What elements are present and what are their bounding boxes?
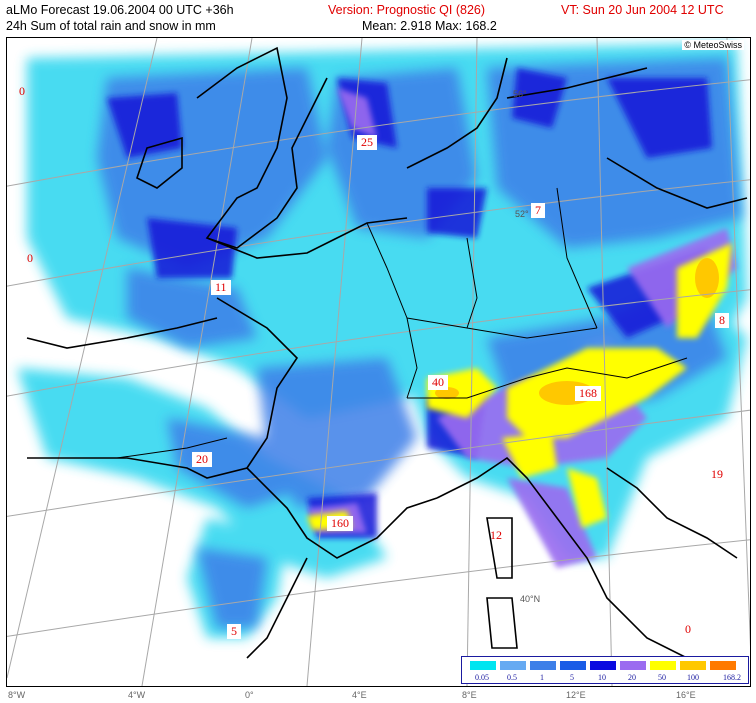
longitude-label: 0° — [245, 690, 254, 700]
value-label: 8 — [715, 313, 729, 328]
longitude-label: 4°E — [352, 690, 367, 700]
legend-label: 20 — [628, 673, 636, 682]
value-label: 25 — [357, 135, 377, 150]
map-canvas — [7, 38, 750, 686]
value-label: 0 — [19, 84, 25, 98]
value-label: 19 — [711, 467, 723, 481]
longitude-label: 12°E — [566, 690, 586, 700]
legend-swatch — [530, 661, 556, 670]
value-label: 5 — [227, 624, 241, 639]
legend-swatch — [560, 661, 586, 670]
value-label: 0 — [27, 251, 33, 265]
legend-label: 1 — [540, 673, 544, 682]
graticule — [7, 38, 750, 686]
legend-label: 0.5 — [507, 673, 517, 682]
copyright-label: © MeteoSwiss — [682, 40, 744, 50]
legend-label: 168.2 — [723, 673, 741, 682]
legend-swatch — [500, 661, 526, 670]
longitude-label: 8°E — [462, 690, 477, 700]
value-label: 7 — [531, 203, 545, 218]
legend-label: 5 — [570, 673, 574, 682]
country-borders — [116, 187, 688, 459]
longitude-label: 8°W — [8, 690, 26, 700]
legend-swatch — [590, 661, 616, 670]
legend-label: 100 — [687, 673, 699, 682]
latitude-label: 56° — [513, 89, 527, 99]
color-legend: 0.05 0.5 1 5 10 20 50 100 168.2 — [461, 656, 749, 684]
coastlines — [26, 46, 748, 659]
legend-swatch — [650, 661, 676, 670]
legend-swatch — [680, 661, 706, 670]
precipitation-map: © MeteoSwiss 0 25 0 11 7 8 40 168 20 160… — [6, 37, 751, 687]
legend-label: 50 — [658, 673, 666, 682]
longitude-label: 16°E — [676, 690, 696, 700]
latitude-label: 40°N — [520, 594, 541, 604]
legend-swatch — [710, 661, 736, 670]
valid-time-label: VT: Sun 20 Jun 2004 12 UTC — [561, 3, 724, 17]
value-label: 11 — [211, 280, 231, 295]
legend-swatch — [620, 661, 646, 670]
value-label: 168 — [575, 386, 601, 401]
legend-swatch — [470, 661, 496, 670]
forecast-title: aLMo Forecast 19.06.2004 00 UTC +36h — [6, 3, 234, 17]
legend-label: 10 — [598, 673, 606, 682]
version-label: Version: Prognostic QI (826) — [328, 3, 486, 17]
field-description: 24h Sum of total rain and snow in mm — [6, 19, 216, 33]
stats-label: Mean: 2.918 Max: 168.2 — [362, 19, 497, 33]
value-label: 40 — [428, 375, 448, 390]
value-label: 12 — [490, 528, 502, 542]
value-label: 160 — [327, 516, 353, 531]
value-label: 20 — [192, 452, 212, 467]
value-label: 0 — [685, 622, 691, 636]
longitude-label: 4°W — [128, 690, 146, 700]
legend-label: 0.05 — [475, 673, 489, 682]
latitude-label: 52° — [515, 209, 529, 219]
